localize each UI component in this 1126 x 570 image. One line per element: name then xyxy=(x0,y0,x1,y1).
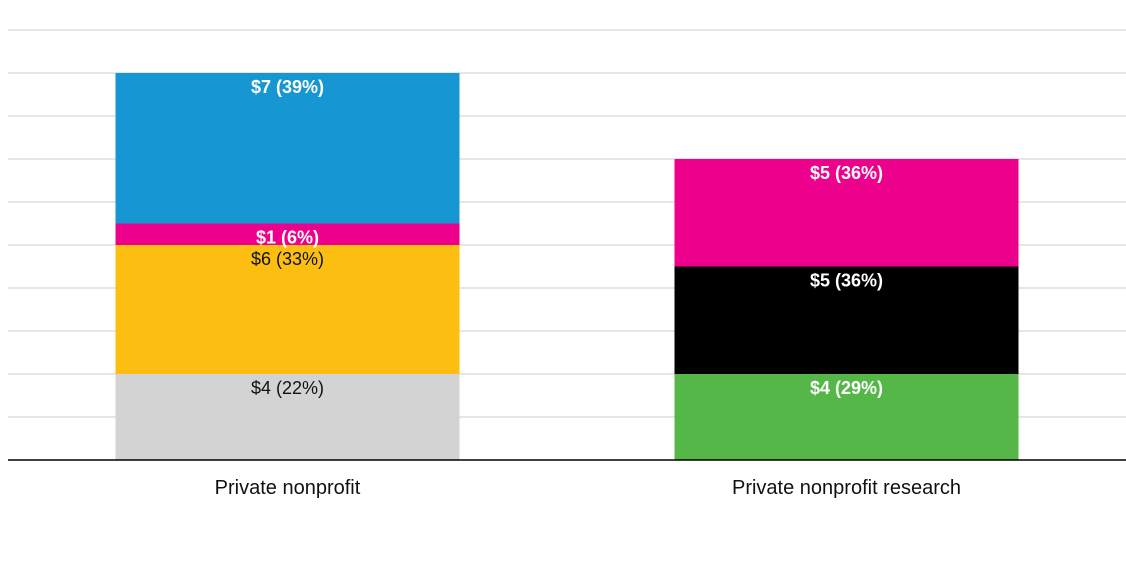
data-label: $5 (36%) xyxy=(810,163,883,183)
bar-segment xyxy=(674,266,1019,374)
data-label: $4 (29%) xyxy=(810,378,883,398)
bar-segment xyxy=(674,159,1019,267)
bar-segment xyxy=(674,374,1019,460)
data-label: $5 (36%) xyxy=(810,271,883,291)
data-label: $6 (33%) xyxy=(251,249,324,269)
category-label: Private nonprofit research xyxy=(732,477,961,499)
data-label: $1 (6%) xyxy=(256,228,319,248)
category-labels: Private nonprofit Private nonprofit resea… xyxy=(215,477,961,499)
data-label: $4 (22%) xyxy=(251,378,324,398)
bar-segment xyxy=(115,223,460,245)
bars: $4 (22%) $6 (33%)$1 (6%) $7 (39%) $4 (29%) $… xyxy=(115,73,1019,460)
category-label: Private nonprofit xyxy=(215,477,361,499)
bar-segment xyxy=(115,245,460,374)
bar-segment xyxy=(115,374,460,460)
data-label: $7 (39%) xyxy=(251,77,324,97)
bar-segment xyxy=(115,73,460,224)
